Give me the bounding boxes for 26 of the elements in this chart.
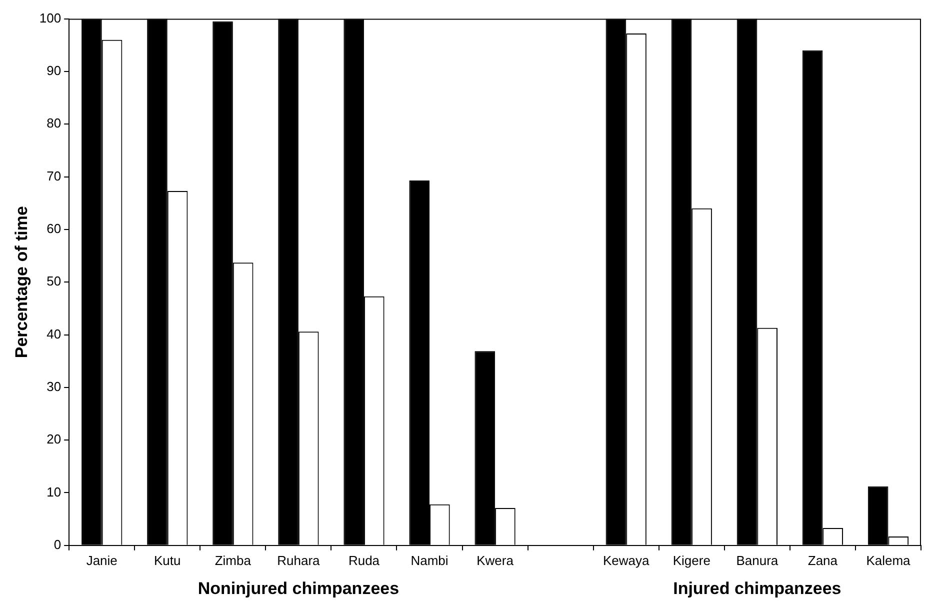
x-tick-label: Kewaya <box>602 552 650 568</box>
y-tick-label: 60 <box>46 221 62 236</box>
y-tick-label: 100 <box>39 10 62 26</box>
y-tick-label: 80 <box>46 116 62 131</box>
x-tick-label: Kigere <box>672 552 710 568</box>
y-tick-label: 0 <box>54 536 62 552</box>
x-tick-label: Kalema <box>866 552 912 568</box>
x-tick-label: Zimba <box>214 552 252 568</box>
y-axis-title: Percentage of time <box>12 206 31 358</box>
x-tick-label: Kutu <box>154 552 181 568</box>
y-tick-label: 40 <box>46 326 62 342</box>
x-tick-label: Banura <box>736 552 779 568</box>
text: Noninjured chimpanzees <box>198 579 400 598</box>
y-tick-label: 10 <box>46 484 62 500</box>
y-tick-label: 30 <box>46 379 62 394</box>
x-tick-label: Kwera <box>476 552 514 568</box>
x-tick-label: Janie <box>86 552 118 568</box>
y-tick-label: 50 <box>46 274 62 289</box>
x-tick-label: Nambi <box>410 552 448 568</box>
text: Injured chimpanzees <box>673 579 842 598</box>
y-tick-label: 70 <box>46 168 62 184</box>
y-tick-label: 20 <box>46 432 62 447</box>
x-tick-label: Ruda <box>348 552 380 568</box>
x-tick-label: Ruhara <box>277 552 321 568</box>
x-tick-label: Zana <box>808 552 838 568</box>
y-tick-label: 90 <box>46 63 62 78</box>
